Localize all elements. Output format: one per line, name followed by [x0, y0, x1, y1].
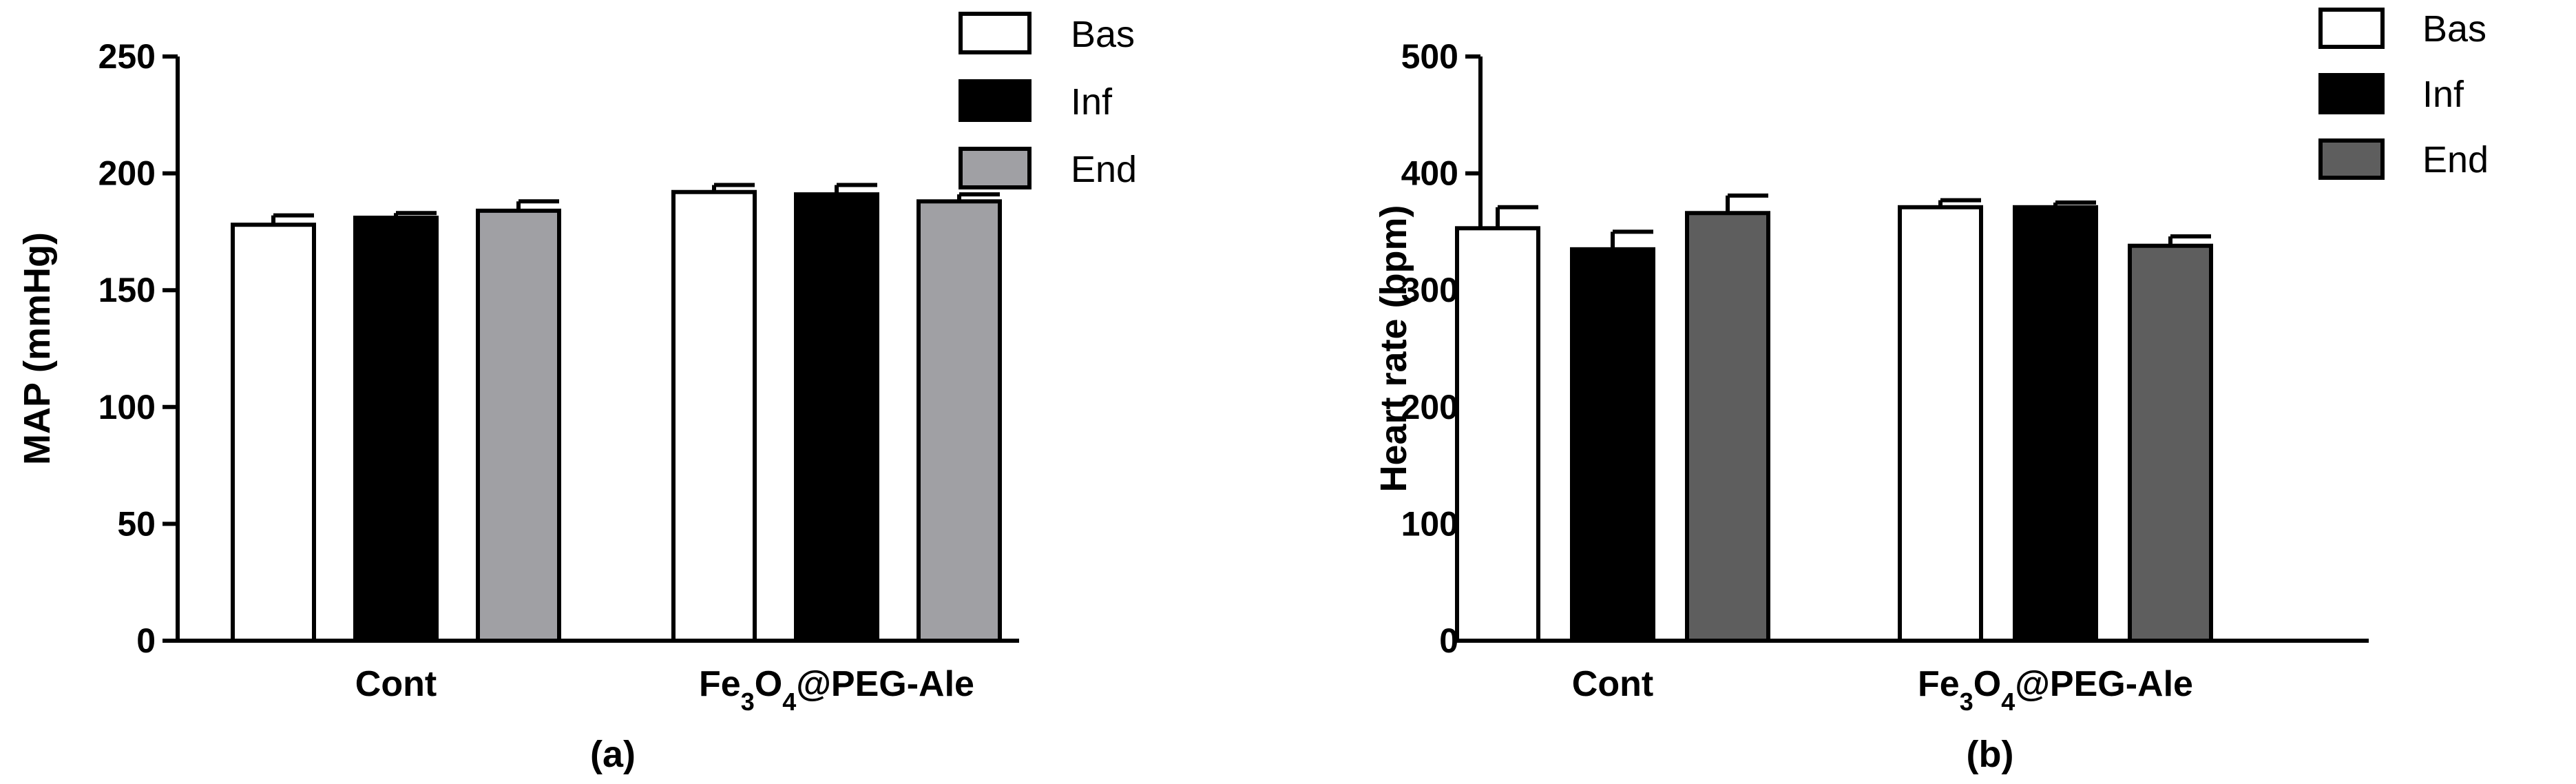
y-tick-label: 250	[98, 37, 156, 76]
bar-end	[2128, 243, 2213, 643]
category-label-subscript: 4	[2001, 688, 2015, 716]
y-tick-label: 200	[1401, 388, 1458, 426]
category-label-part: O	[1973, 664, 2001, 704]
map-bar-chart: 0 50 100 150 200 250 MAP (mmHg) Cont Fe3O4@PEG-A…	[17, 12, 1137, 775]
bar-inf	[353, 216, 439, 643]
legend-swatch-bas	[959, 12, 1032, 54]
y-tick-label: 0	[136, 621, 156, 660]
category-label-part: @PEG-Ale	[796, 664, 974, 704]
category-label-subscript: 4	[782, 688, 796, 716]
y-tick-label: 500	[1401, 37, 1458, 76]
category-label-part: Cont	[355, 664, 437, 704]
legend-swatch-inf	[959, 79, 1032, 122]
bar-bas	[671, 189, 757, 643]
y-tick-label: 100	[98, 388, 156, 426]
legend-label-bas: Bas	[2422, 8, 2486, 50]
bar-inf	[794, 192, 879, 643]
bar-end	[917, 199, 1002, 643]
y-tick-label: 50	[117, 504, 156, 543]
y-tick-label: 300	[1401, 271, 1458, 309]
y-axis-title: Heart rate (bpm)	[1373, 205, 1414, 492]
panel-label: (b)	[1967, 734, 2014, 775]
bar-inf	[2013, 205, 2098, 643]
category-label-part: Fe	[1918, 664, 1960, 704]
y-axis-title: MAP (mmHg)	[17, 232, 58, 465]
legend-label-inf: Inf	[2422, 74, 2464, 115]
category-label-part: O	[755, 664, 782, 704]
category-label: Fe3O4@PEG-Ale	[1918, 664, 2193, 716]
bar-end	[476, 208, 561, 643]
y-tick-label: 200	[98, 154, 156, 193]
category-label-part: @PEG-Ale	[2015, 664, 2193, 704]
category-label-part: Cont	[1572, 664, 1653, 704]
legend-swatch-end	[2318, 138, 2385, 180]
legend-label-bas: Bas	[1071, 14, 1135, 55]
y-tick-label: 400	[1401, 154, 1458, 193]
bar-inf	[1570, 247, 1655, 643]
category-label-part: Fe	[699, 664, 741, 704]
category-label-subscript: 3	[1960, 688, 1973, 716]
chart-panel-b: 0 100 200 300 400 500 Heart rate (bpm) Cont Fe3O…	[1288, 0, 2575, 784]
category-label-subscript: 3	[741, 688, 755, 716]
y-tick-label: 100	[1401, 504, 1458, 543]
category-label: Cont	[1572, 664, 1653, 704]
category-label: Cont	[355, 664, 437, 704]
legend-label-end: End	[2422, 139, 2489, 180]
bar-end	[1685, 211, 1770, 643]
legend-swatch-inf	[2318, 73, 2385, 114]
legend-label-end: End	[1071, 149, 1137, 190]
y-tick-label: 150	[98, 271, 156, 309]
category-label: Fe3O4@PEG-Ale	[699, 664, 974, 716]
legend-swatch-bas	[2318, 8, 2385, 49]
bar-bas	[231, 223, 316, 643]
chart-panel-a: 0 50 100 150 200 250 MAP (mmHg) Cont Fe3O4@PEG-A…	[17, 12, 1137, 775]
bar-bas	[1455, 226, 1540, 643]
legend-label-inf: Inf	[1071, 81, 1113, 123]
panel-label: (a)	[590, 734, 636, 775]
bar-bas	[1898, 205, 1983, 643]
legend-swatch-end	[959, 147, 1032, 189]
